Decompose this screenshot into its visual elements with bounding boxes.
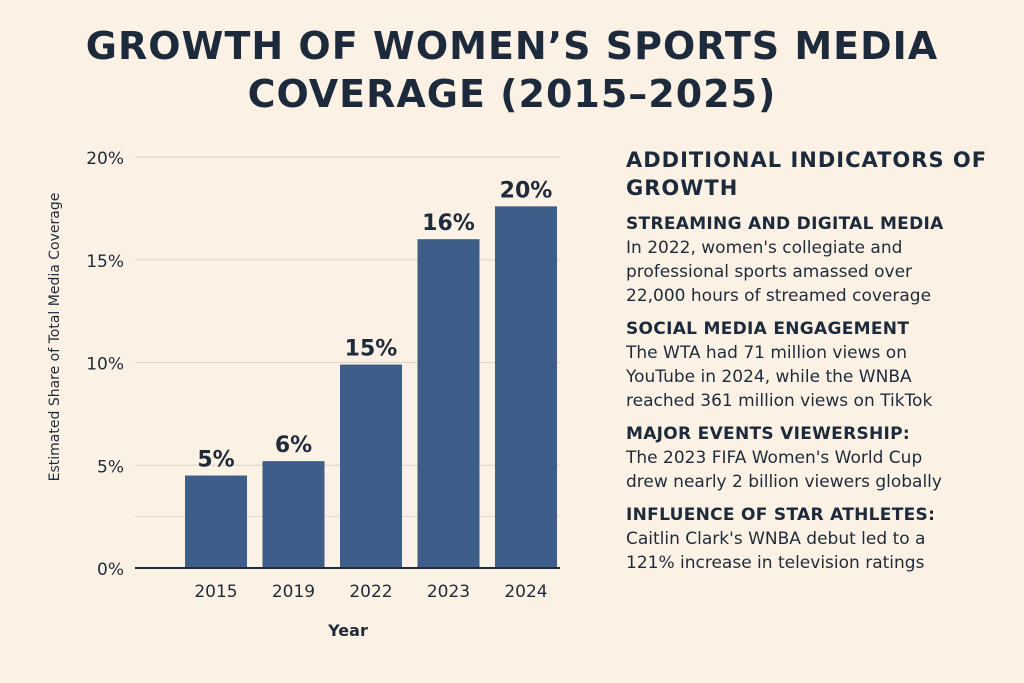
indicator-item: STREAMING AND DIGITAL MEDIA In 2022, wome… [626,212,1006,308]
y-tick-label: 20% [86,149,124,169]
indicator-item: INFLUENCE OF STAR ATHLETES: Caitlin Clark… [626,503,1006,575]
indicator-text-line: 22,000 hours of streamed coverage [626,286,932,306]
x-tick-label-2022: 2022 [349,582,392,602]
x-tick-label-2023: 2023 [427,582,470,602]
indicator-heading: STREAMING AND DIGITAL MEDIA [626,214,944,234]
bar-chart: 0% 5% 10% 15% 20% 5% 6% 15% 16% 20% 2015 2019 2022… [47,149,560,640]
indicator-text-line: In 2022, women's collegiate and [626,238,903,258]
data-label-2015: 5% [197,448,234,473]
x-axis-ticks: 2015 2019 2022 2023 2024 [194,582,547,602]
indicator-item: MAJOR EVENTS VIEWERSHIP: The 2023 FIFA Wo… [626,422,1006,494]
indicator-text-line: Caitlin Clark's WNBA debut led to a [626,529,926,549]
bar-2019 [262,461,325,568]
y-tick-label: 10% [86,355,124,375]
indicator-text-line: drew nearly 2 billion viewers globally [626,472,942,492]
y-tick-label: 15% [86,252,124,272]
data-labels: 5% 6% 15% 16% 20% [197,178,552,472]
chart-title: GROWTH OF WOMEN’S SPORTS MEDIA COVERAGE … [0,22,1024,118]
y-tick-label: 5% [97,457,124,477]
panel-title: ADDITIONAL INDICATORS OF GROWTH [626,148,988,200]
indicators-panel: ADDITIONAL INDICATORS OF GROWTH STREAMIN… [626,146,1006,584]
indicator-text-line: reached 361 million views on TikTok [626,391,933,411]
indicator-list: STREAMING AND DIGITAL MEDIA In 2022, wome… [626,212,1006,575]
indicator-text-line: 121% increase in television ratings [626,553,925,573]
data-label-2022: 15% [345,337,398,362]
x-tick-label-2019: 2019 [272,582,315,602]
y-axis-ticks: 0% 5% 10% 15% 20% [86,149,124,580]
bar-2022 [340,364,402,568]
chart-title-line-2: COVERAGE (2015–2025) [247,72,777,116]
indicator-text-line: YouTube in 2024, while the WNBA [626,367,912,387]
indicator-text-line: The WTA had 71 million views on [626,343,907,363]
bar-2024 [495,206,557,568]
data-label-2023: 16% [422,211,475,236]
indicator-text-line: The 2023 FIFA Women's World Cup [626,448,923,468]
bar-2015 [185,475,247,568]
indicator-heading: SOCIAL MEDIA ENGAGEMENT [626,319,910,339]
data-label-2019: 6% [275,433,312,458]
x-axis-title: Year [327,621,368,640]
y-axis-title: Estimated Share of Total Media Coverage [47,193,63,482]
bar-2023 [417,239,480,568]
indicator-item: SOCIAL MEDIA ENGAGEMENT The WTA had 71 mi… [626,317,1006,413]
indicator-text-line: professional sports amassed over [626,262,913,282]
x-tick-label-2015: 2015 [194,582,237,602]
chart-title-line-1: GROWTH OF WOMEN’S SPORTS MEDIA [85,24,939,68]
indicator-heading: MAJOR EVENTS VIEWERSHIP: [626,424,911,444]
data-label-2024: 20% [500,178,553,203]
x-tick-label-2024: 2024 [504,582,547,602]
y-tick-label: 0% [97,560,124,580]
bars [185,206,557,568]
indicator-heading: INFLUENCE OF STAR ATHLETES: [626,505,936,525]
